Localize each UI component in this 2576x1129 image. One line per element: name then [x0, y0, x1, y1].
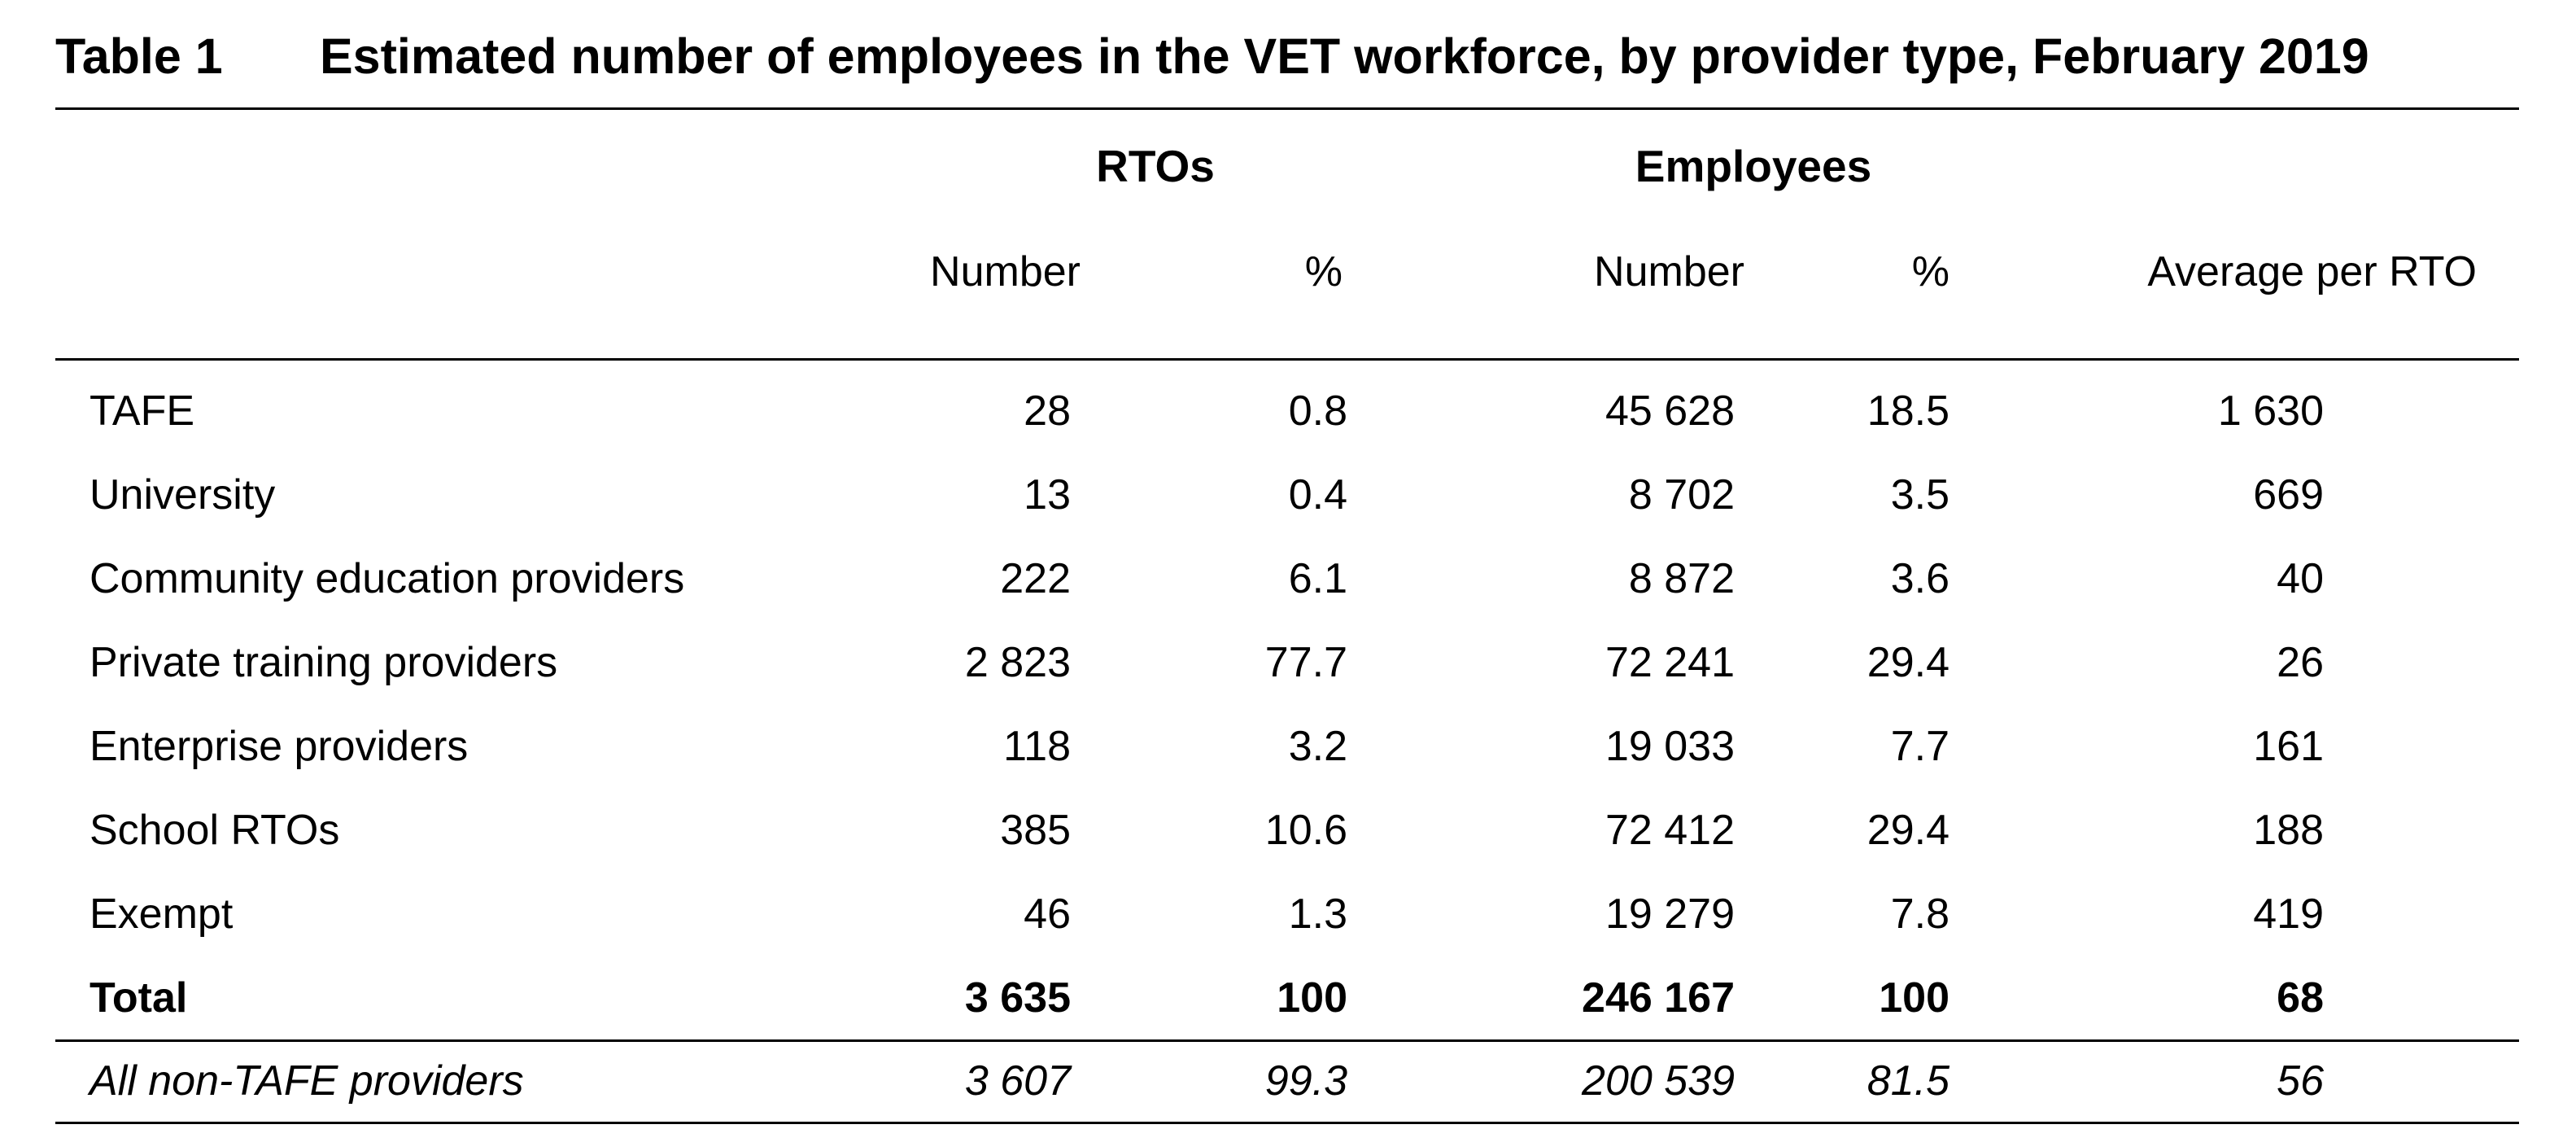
total-row-label: Total — [90, 974, 188, 1022]
header-rto-percent: % — [1304, 248, 1343, 295]
non-tafe-row-label: All non-TAFE providers — [90, 1057, 524, 1105]
table-row-1-rto-number: 28 — [1024, 387, 1071, 435]
top-rule — [55, 107, 2519, 110]
total-row-emp-percent: 100 — [1879, 974, 1949, 1022]
table-row-5-emp-percent: 7.7 — [1890, 723, 1949, 770]
table-row-2-emp-percent: 3.5 — [1890, 471, 1949, 519]
table-row-1-emp-number: 45 628 — [1605, 387, 1735, 435]
table-row-7-emp-percent: 7.8 — [1890, 891, 1949, 938]
table-row-5-rto-number: 118 — [1003, 723, 1071, 770]
non-tafe-row-emp-percent: 81.5 — [1867, 1057, 1949, 1105]
header-emp-number: Number — [1594, 248, 1744, 295]
table-row-2-rto-percent: 0.4 — [1288, 471, 1347, 519]
non-tafe-row-avg: 56 — [2277, 1057, 2324, 1105]
header-rto-number: Number — [930, 248, 1081, 295]
total-row-rto-percent: 100 — [1277, 974, 1347, 1022]
table-row-2-rto-number: 13 — [1024, 471, 1071, 519]
table-row-4-rto-number: 2 823 — [964, 639, 1071, 686]
table-row-4-emp-number: 72 241 — [1605, 639, 1735, 686]
header-group-rtos: RTOs — [1096, 141, 1215, 191]
table-row-2-avg: 669 — [2253, 471, 2324, 519]
table-row-1-rto-percent: 0.8 — [1288, 387, 1347, 435]
table-row-7-label: Exempt — [90, 891, 234, 938]
table-row-2-label: University — [90, 471, 276, 519]
table-row-6-rto-percent: 10.6 — [1264, 807, 1347, 854]
table-number: Table 1 — [55, 28, 223, 84]
table-row-3-emp-percent: 3.6 — [1890, 555, 1949, 602]
non-tafe-row-rto-number: 3 607 — [964, 1057, 1071, 1105]
table-row-6-emp-number: 72 412 — [1605, 807, 1735, 854]
table-row-1-avg: 1 630 — [2217, 387, 2324, 435]
table-row-1-label: TAFE — [90, 387, 195, 435]
table-row-7-rto-number: 46 — [1024, 891, 1071, 938]
table-title: Table 1 Estimated number of employees in … — [55, 28, 2369, 85]
total-row-rto-number: 3 635 — [964, 974, 1071, 1022]
table-row-5-emp-number: 19 033 — [1605, 723, 1735, 770]
table-row-7-rto-percent: 1.3 — [1288, 891, 1347, 938]
table-row-5-rto-percent: 3.2 — [1288, 723, 1347, 770]
table-row-6-avg: 188 — [2253, 807, 2324, 854]
total-rule — [55, 1039, 2519, 1042]
header-emp-percent: % — [1911, 248, 1949, 295]
table-row-3-rto-number: 222 — [1000, 555, 1071, 602]
table-row-4-emp-percent: 29.4 — [1867, 639, 1949, 686]
table-row-1-emp-percent: 18.5 — [1867, 387, 1949, 435]
table-row-4-avg: 26 — [2277, 639, 2324, 686]
table-row-3-avg: 40 — [2277, 555, 2324, 602]
table-row-6-label: School RTOs — [90, 807, 340, 854]
table-row-4-label: Private training providers — [90, 639, 558, 686]
table-row-7-avg: 419 — [2253, 891, 2324, 938]
header-avg-per-rto: Average per RTO — [2147, 248, 2477, 295]
header-group-employees: Employees — [1635, 141, 1872, 191]
header-rule — [55, 358, 2519, 361]
total-row-avg: 68 — [2277, 974, 2324, 1022]
table-row-5-label: Enterprise providers — [90, 723, 469, 770]
table-row-3-rto-percent: 6.1 — [1288, 555, 1347, 602]
table-row-7-emp-number: 19 279 — [1605, 891, 1735, 938]
table-row-3-label: Community education providers — [90, 555, 685, 602]
table-row-5-avg: 161 — [2253, 723, 2324, 770]
table-row-3-emp-number: 8 872 — [1628, 555, 1735, 602]
total-row-emp-number: 246 167 — [1582, 974, 1735, 1022]
table-row-6-emp-percent: 29.4 — [1867, 807, 1949, 854]
table-row-2-emp-number: 8 702 — [1628, 471, 1735, 519]
table-row-4-rto-percent: 77.7 — [1264, 639, 1347, 686]
table-caption: Estimated number of employees in the VET… — [320, 28, 2369, 84]
non-tafe-row-emp-number: 200 539 — [1582, 1057, 1735, 1105]
non-tafe-row-rto-percent: 99.3 — [1264, 1057, 1347, 1105]
bottom-rule — [55, 1122, 2519, 1124]
table-row-6-rto-number: 385 — [1000, 807, 1071, 854]
